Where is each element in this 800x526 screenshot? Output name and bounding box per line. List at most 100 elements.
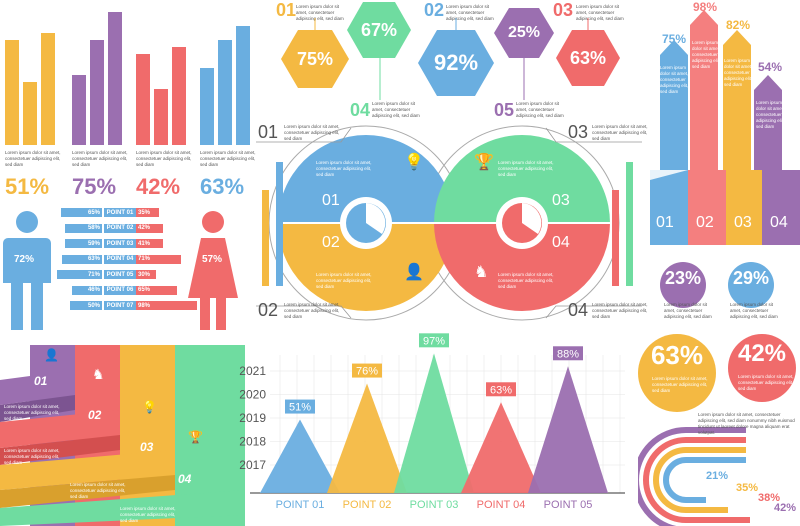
category-label: POINT 04 bbox=[477, 499, 526, 511]
outer-02-text: Lorem ipsum dolor sit amet, consectetuer… bbox=[284, 302, 340, 319]
arcs-text: Lorem ipsum dolor sit amet, consectetuer… bbox=[698, 412, 795, 435]
gender-row-right: 65% bbox=[136, 285, 177, 295]
gender-row-label: POINT 07 bbox=[104, 301, 136, 310]
value-label: 76% bbox=[356, 366, 378, 378]
circle-seg-03-text: Lorem ipsum dolor sit amet, consectetuer… bbox=[498, 160, 554, 177]
step-num-02: 02 bbox=[88, 408, 102, 422]
arrow-pct-2: 98% bbox=[693, 0, 718, 14]
hex-num-03: 03 bbox=[553, 0, 574, 20]
bar-3-1 bbox=[218, 40, 232, 145]
bar-1-1 bbox=[90, 40, 104, 145]
bubble-23-pct: 23% bbox=[660, 262, 706, 308]
gender-row-left: 46% bbox=[72, 285, 102, 295]
y-tick-label: 2020 bbox=[239, 388, 266, 402]
outer-04-text: Lorem ipsum dolor sit amet, consectetuer… bbox=[592, 302, 648, 319]
outer-num-04: 04 bbox=[568, 300, 589, 320]
lightbulb-icon: 💡 bbox=[404, 154, 424, 171]
arrow-pct-4: 54% bbox=[758, 60, 783, 74]
gender-row-left: 65% bbox=[61, 208, 102, 217]
arrow-num-03: 03 bbox=[734, 214, 752, 231]
gender-row-right: 41% bbox=[136, 239, 163, 248]
gender-row-label: POINT 06 bbox=[104, 285, 136, 295]
arc-pct-2: 35% bbox=[736, 482, 759, 494]
arrow-pct-3: 82% bbox=[726, 18, 751, 32]
step-02-text: Lorem ipsum dolor sit amet, consectetuer… bbox=[4, 448, 60, 465]
female-pct: 57% bbox=[202, 254, 223, 265]
bar-2-1 bbox=[154, 89, 168, 145]
value-label: 88% bbox=[557, 348, 579, 360]
hex-02-text: Lorem ipsum dolor sit amet, consectetuer… bbox=[446, 4, 494, 21]
arcs-chart bbox=[638, 427, 750, 526]
step-num-01: 01 bbox=[34, 374, 48, 388]
gender-row-label: POINT 03 bbox=[104, 239, 136, 248]
step-01-text: Lorem ipsum dolor sit amet, consectetuer… bbox=[4, 404, 60, 421]
arrow-num-01: 01 bbox=[656, 214, 674, 231]
hex-num-04: 04 bbox=[350, 100, 371, 120]
gender-row-label: POINT 05 bbox=[104, 270, 136, 279]
category-label: POINT 02 bbox=[343, 499, 392, 511]
bar-group-3-pct: 42% bbox=[136, 174, 181, 199]
trophy-icon: 🏆 bbox=[188, 430, 203, 444]
bar-1-0 bbox=[72, 75, 86, 145]
value-label-bg bbox=[352, 363, 382, 378]
side-bar-green bbox=[626, 162, 633, 286]
bubble-42-pct: 42% bbox=[728, 334, 796, 402]
arrow-2-text: Lorem ipsum dolor sit amet, consectetuer… bbox=[692, 40, 721, 69]
triangle-point-03 bbox=[394, 353, 474, 493]
side-bar-red bbox=[612, 190, 619, 286]
bar-2-2 bbox=[172, 47, 186, 145]
bar-0-0 bbox=[5, 40, 19, 145]
gender-row-left: 59% bbox=[64, 239, 102, 248]
bar-0-1 bbox=[23, 82, 37, 145]
gender-row-label: POINT 04 bbox=[104, 254, 136, 264]
category-label: POINT 03 bbox=[410, 499, 459, 511]
chess-knight-icon: ♞ bbox=[92, 366, 105, 382]
outer-03-text: Lorem ipsum dolor sit amet, consectetuer… bbox=[592, 124, 648, 141]
bar-group-4-pct: 63% bbox=[200, 174, 245, 199]
trophy-icon: 🏆 bbox=[474, 154, 494, 171]
bar-group-2-pct: 75% bbox=[72, 174, 117, 199]
triangle-point-02 bbox=[327, 383, 407, 493]
value-label-bg bbox=[486, 382, 516, 397]
bar-0-2 bbox=[41, 33, 55, 145]
y-tick-label: 2017 bbox=[239, 458, 266, 472]
outer-num-02: 02 bbox=[258, 300, 279, 320]
category-label: POINT 01 bbox=[276, 499, 325, 511]
bar-group-1-text: Lorem ipsum dolor sit amet, consectetuer… bbox=[5, 150, 61, 167]
gender-row-left: 58% bbox=[65, 223, 102, 233]
side-bar-orange bbox=[262, 190, 269, 286]
hexagon-63: 63% bbox=[556, 30, 620, 86]
value-label: 63% bbox=[490, 384, 512, 396]
arrow-num-04: 04 bbox=[770, 214, 788, 231]
bubble-4-text: Lorem ipsum dolor sit amet, consectetuer… bbox=[738, 374, 794, 391]
arc-1 bbox=[653, 447, 746, 513]
gender-row-left: 71% bbox=[57, 270, 102, 279]
male-icon bbox=[3, 211, 51, 330]
hex-03-text: Lorem ipsum dolor sit amet, consectetuer… bbox=[576, 4, 624, 21]
circle-seg-01-text: Lorem ipsum dolor sit amet, consectetuer… bbox=[316, 160, 372, 177]
bubble-3-text: Lorem ipsum dolor sit amet, consectetuer… bbox=[652, 376, 708, 393]
arrow-1-text: Lorem ipsum dolor sit amet, consectetuer… bbox=[660, 65, 689, 94]
hexagon-75: 75% bbox=[281, 30, 349, 88]
circle-seg-04-text: Lorem ipsum dolor sit amet, consectetuer… bbox=[498, 272, 554, 289]
arc-2 bbox=[643, 437, 750, 523]
circle-diagram bbox=[256, 125, 642, 321]
gender-row-right: 71% bbox=[136, 254, 181, 264]
hex-04-text: Lorem ipsum dolor sit amet, consectetuer… bbox=[372, 101, 420, 118]
bar-1-2 bbox=[108, 12, 122, 145]
step-04-text: Lorem ipsum dolor sit amet, consectetuer… bbox=[120, 506, 176, 523]
bubble-2-text: Lorem ipsum dolor sit amet, consectetuer… bbox=[730, 302, 778, 319]
bar-3-2 bbox=[236, 26, 250, 145]
outer-num-03: 03 bbox=[568, 122, 589, 142]
triangle-point-05 bbox=[528, 366, 608, 493]
lightbulb-icon: 💡 bbox=[142, 400, 157, 414]
chess-knight-icon: ♞ bbox=[474, 264, 489, 281]
gender-row-left: 50% bbox=[70, 301, 102, 310]
step-num-04: 04 bbox=[178, 472, 192, 486]
bar-2-0 bbox=[136, 54, 150, 145]
hex-num-01: 01 bbox=[276, 0, 297, 20]
outer-01-text: Lorem ipsum dolor sit amet, consectetuer… bbox=[284, 124, 340, 141]
value-label-bg bbox=[553, 346, 583, 361]
value-label: 51% bbox=[289, 402, 311, 414]
side-bar-blue bbox=[276, 162, 283, 286]
